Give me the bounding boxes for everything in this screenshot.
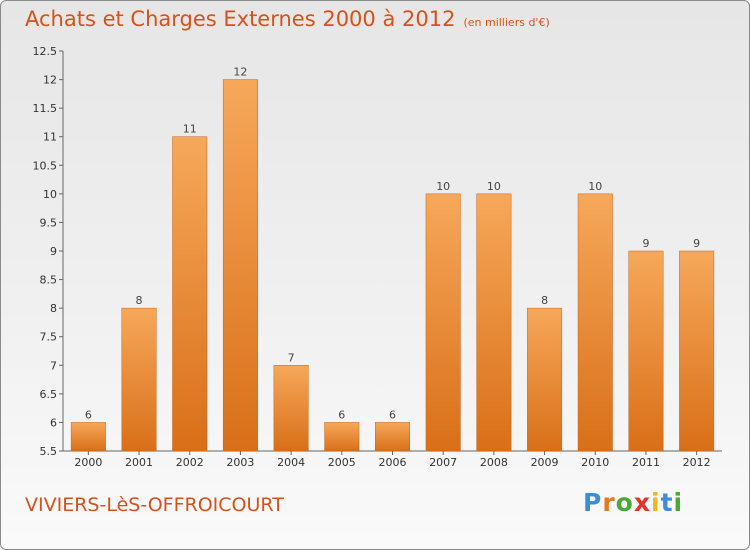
bar — [172, 136, 208, 452]
bar — [476, 193, 512, 452]
x-tick-label: 2007 — [429, 456, 457, 469]
bar — [324, 422, 360, 452]
proxiti-logo: Proxiti — [583, 488, 683, 517]
logo-letter: t — [660, 488, 674, 517]
x-tick-label: 2009 — [531, 456, 559, 469]
y-tick-label: 12 — [43, 74, 57, 87]
x-tick-label: 2012 — [683, 456, 711, 469]
y-tick-label: 6.5 — [40, 388, 58, 401]
bar-value-label: 6 — [389, 408, 396, 421]
x-tick-label: 2000 — [74, 456, 102, 469]
bar — [628, 250, 664, 452]
chart-title: Achats et Charges Externes 2000 à 2012 — [25, 7, 456, 31]
bar — [527, 307, 563, 452]
bar-value-label: 9 — [693, 237, 700, 250]
x-tick-label: 2008 — [480, 456, 508, 469]
y-tick-label: 11.5 — [33, 102, 58, 115]
logo-letter: P — [583, 488, 603, 517]
y-tick-label: 9 — [50, 245, 57, 258]
x-tick-label: 2005 — [328, 456, 356, 469]
x-tick-label: 2002 — [176, 456, 204, 469]
y-tick-label: 9.5 — [40, 216, 58, 229]
x-tick-label: 2004 — [277, 456, 305, 469]
y-tick-label: 5.5 — [40, 445, 58, 458]
chart-subtitle: (en milliers d'€) — [463, 16, 550, 29]
y-tick-label: 8.5 — [40, 274, 58, 287]
bar-value-label: 8 — [136, 294, 143, 307]
y-tick-label: 7 — [50, 359, 57, 372]
logo-letter: r — [602, 488, 616, 517]
commune-name: VIVIERS-LèS-OFFROICOURT — [25, 494, 284, 516]
chart-title-block: Achats et Charges Externes 2000 à 2012 (e… — [25, 7, 550, 31]
bar-value-label: 11 — [183, 123, 197, 136]
y-tick-label: 10.5 — [33, 159, 58, 172]
bar-value-label: 9 — [642, 237, 649, 250]
bar — [577, 193, 613, 452]
y-tick-label: 6 — [50, 416, 57, 429]
bar-value-label: 10 — [436, 180, 450, 193]
bar — [121, 307, 157, 452]
bar-value-label: 12 — [233, 66, 247, 79]
x-tick-label: 2010 — [581, 456, 609, 469]
x-tick-label: 2011 — [632, 456, 660, 469]
x-tick-label: 2003 — [226, 456, 254, 469]
x-tick-label: 2006 — [379, 456, 407, 469]
bar — [70, 422, 106, 452]
logo-letter: i — [651, 488, 661, 517]
logo-letter: x — [633, 488, 651, 517]
bar — [425, 193, 461, 452]
bar-value-label: 8 — [541, 294, 548, 307]
bar-value-label: 6 — [338, 408, 345, 421]
logo-letter: i — [673, 488, 684, 517]
bar-value-label: 6 — [85, 408, 92, 421]
y-tick-label: 10 — [43, 188, 57, 201]
x-tick-label: 2001 — [125, 456, 153, 469]
bar — [222, 79, 258, 452]
bar-value-label: 7 — [288, 351, 295, 364]
bar — [273, 365, 309, 452]
y-tick-label: 12.5 — [33, 45, 58, 58]
bar-value-label: 10 — [588, 180, 602, 193]
y-tick-label: 11 — [43, 131, 57, 144]
bar — [375, 422, 410, 452]
bar — [679, 250, 715, 452]
y-tick-label: 7.5 — [40, 331, 58, 344]
logo-letter: o — [615, 488, 634, 517]
y-tick-label: 8 — [50, 302, 57, 315]
bar-value-label: 10 — [487, 180, 501, 193]
